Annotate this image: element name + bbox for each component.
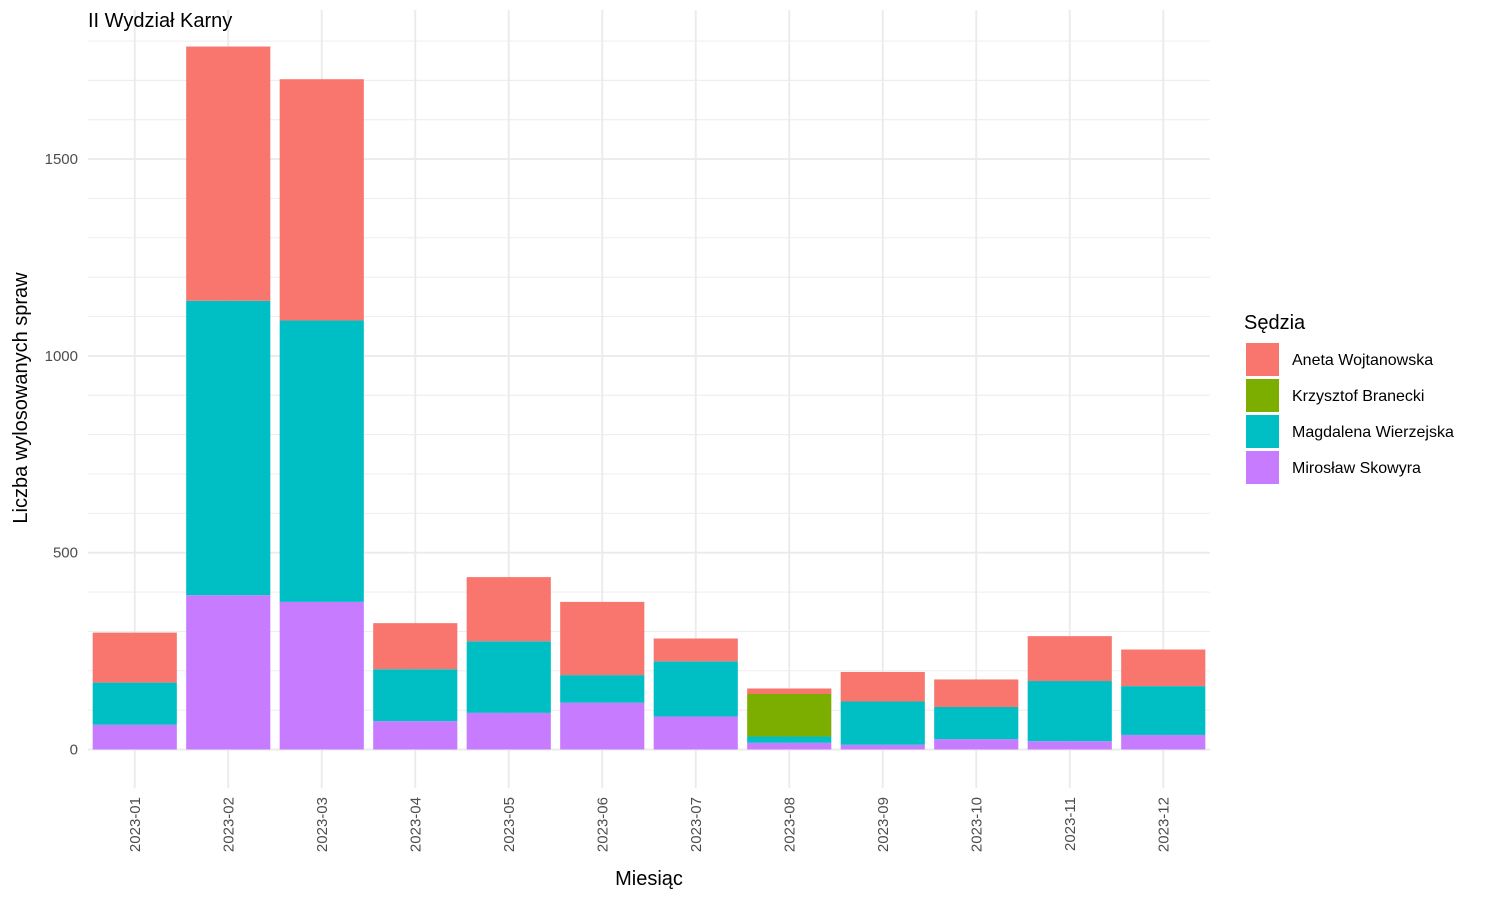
bar-segment	[560, 675, 645, 703]
bar-segment	[279, 601, 364, 750]
x-axis-title: Miesiąc	[615, 868, 683, 890]
bar-segment	[840, 671, 925, 702]
bar-segment	[373, 721, 458, 750]
bar-segment	[92, 682, 177, 725]
y-axis-title: Liczba wylosowanych spraw	[10, 272, 32, 524]
bar-segment	[840, 744, 925, 750]
x-tick-label: 2023-12	[1155, 797, 1172, 852]
grid-lines	[88, 10, 1210, 788]
x-tick-labels: 2023-01 2023-02 2023-03 2023-04 2023-05 2023-…	[127, 797, 1173, 852]
bar-segment	[653, 661, 738, 717]
bar-segment	[560, 601, 645, 676]
bar-segment	[653, 638, 738, 662]
bar-segment	[1121, 649, 1206, 687]
bar-segment	[934, 739, 1019, 750]
bar-segment	[747, 736, 832, 743]
x-tick-label: 2023-09	[875, 797, 892, 852]
bar-segment	[279, 79, 364, 321]
x-tick-label: 2023-03	[314, 797, 331, 852]
bar-segment	[560, 702, 645, 750]
y-tick-label: 1000	[45, 348, 78, 365]
chart-title: II Wydział Karny	[88, 10, 232, 32]
x-tick-label: 2023-07	[688, 797, 705, 852]
bar-segment	[466, 577, 551, 642]
x-tick-label: 2023-04	[407, 797, 424, 852]
bar-segment	[1027, 636, 1112, 682]
legend-swatch	[1246, 415, 1279, 448]
x-tick-label: 2023-02	[220, 797, 237, 852]
bar-segment	[186, 46, 271, 301]
bar-segment	[373, 669, 458, 722]
bar-segment	[1121, 734, 1206, 750]
bar-segment	[1121, 686, 1206, 735]
bar-segment	[92, 724, 177, 750]
bars	[92, 46, 1206, 750]
legend-swatch	[1246, 343, 1279, 376]
bar-segment	[840, 701, 925, 745]
legend-swatch	[1246, 379, 1279, 412]
bar-segment	[466, 641, 551, 713]
bar-segment	[92, 632, 177, 683]
legend: Sędzia Aneta Wojtanowska Krzysztof Branec…	[1244, 312, 1454, 484]
legend-swatch	[1246, 451, 1279, 484]
bar-segment	[934, 679, 1019, 707]
x-tick-label: 2023-06	[594, 797, 611, 852]
legend-items: Aneta Wojtanowska Krzysztof Branecki Magda…	[1246, 343, 1454, 484]
bar-segment	[373, 623, 458, 670]
legend-label: Mirosław Skowyra	[1292, 460, 1421, 477]
bar-segment	[186, 300, 271, 596]
bar-segment	[934, 706, 1019, 740]
x-tick-label: 2023-10	[968, 797, 985, 852]
bar-segment	[747, 742, 832, 750]
bar-segment	[1027, 741, 1112, 750]
x-tick-label: 2023-05	[501, 797, 518, 852]
bar-segment	[466, 712, 551, 750]
bar-segment	[747, 688, 832, 695]
legend-title: Sędzia	[1244, 312, 1306, 334]
x-tick-label: 2023-11	[1062, 797, 1079, 851]
legend-label: Aneta Wojtanowska	[1292, 352, 1433, 369]
y-tick-label: 500	[53, 545, 78, 562]
y-tick-label: 1500	[45, 151, 78, 168]
legend-label: Krzysztof Branecki	[1292, 388, 1424, 405]
x-tick-label: 2023-01	[127, 797, 144, 852]
bar-segment	[186, 595, 271, 750]
bar-segment	[747, 694, 832, 737]
bar-segment	[279, 320, 364, 602]
x-tick-label: 2023-08	[781, 797, 798, 852]
bar-segment	[1027, 681, 1112, 742]
y-tick-labels: 0 500 1000 1500	[45, 151, 78, 758]
bar-segment	[653, 716, 738, 750]
legend-label: Magdalena Wierzejska	[1292, 424, 1454, 441]
y-tick-label: 0	[70, 742, 78, 759]
